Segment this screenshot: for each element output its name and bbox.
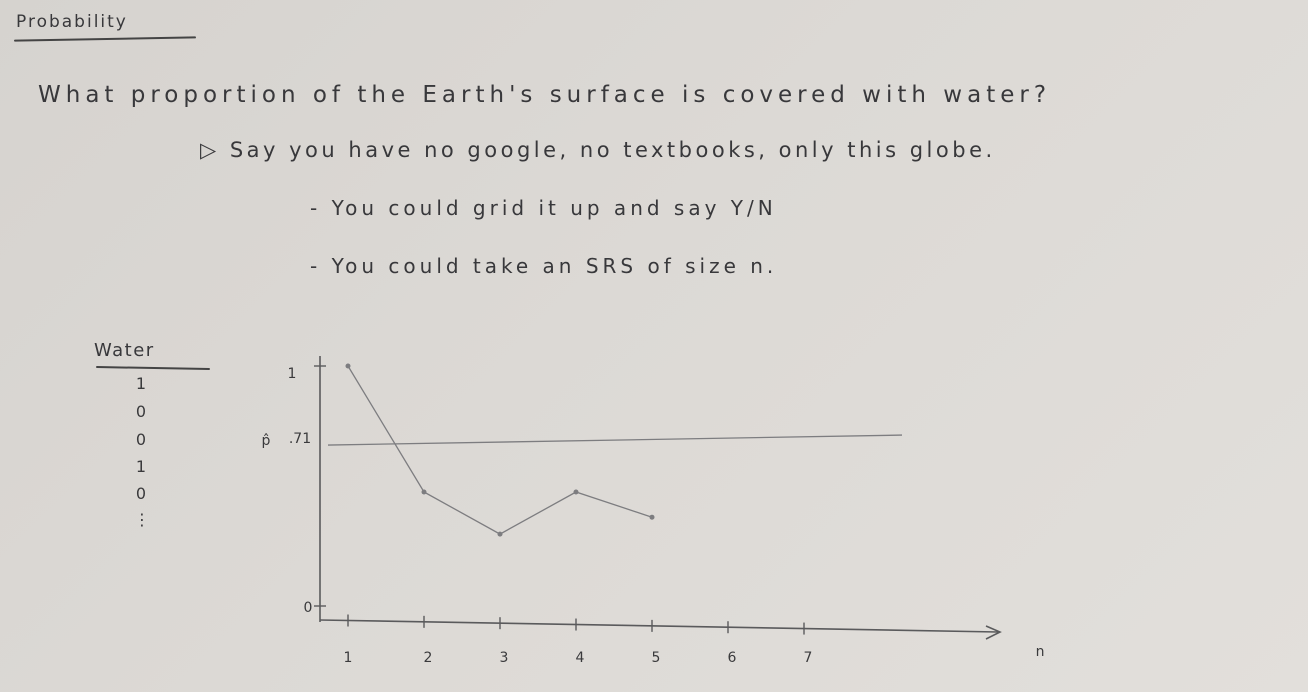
x-axis-arrowhead (985, 625, 1002, 640)
bullet-grid-method: - You could grid it up and say Y/N (310, 196, 777, 220)
y-axis-label: p̂ (262, 433, 271, 449)
x-axis-label: n (1036, 644, 1045, 660)
x-tick-label: 1 (344, 650, 353, 666)
x-tick-label: 4 (576, 650, 585, 666)
x-tick-label: 3 (500, 650, 509, 666)
x-tick-label: 6 (728, 650, 737, 666)
data-point (421, 489, 427, 495)
water-value: 0 (135, 484, 147, 503)
x-tick-label: 5 (652, 650, 661, 666)
water-value-continuation: ⋮ (134, 510, 150, 529)
y-tick-label: 0 (304, 600, 313, 616)
bullet-no-resources: ▷ Say you have no google, no textbooks, … (200, 138, 996, 162)
y-tick-label: 1 (288, 366, 297, 382)
data-point (573, 489, 579, 495)
reference-line (327, 434, 903, 446)
y-tick-label: .71 (289, 431, 311, 447)
water-value: 0 (135, 402, 147, 421)
bullet-srs-method: - You could take an SRS of size n. (310, 254, 778, 278)
water-value: 0 (135, 430, 147, 449)
data-point (345, 363, 351, 369)
x-tick-label: 2 (424, 650, 433, 666)
question-text: What proportion of the Earth's surface i… (38, 82, 1052, 108)
water-table-header: Water (94, 340, 155, 361)
x-tick-label: 7 (804, 650, 813, 666)
page-heading: Probability (16, 12, 128, 32)
water-value: 1 (135, 374, 147, 393)
data-point (649, 514, 655, 520)
data-point (497, 531, 503, 537)
x-axis (319, 619, 999, 633)
series-line (347, 365, 653, 535)
water-value: 1 (135, 457, 147, 476)
